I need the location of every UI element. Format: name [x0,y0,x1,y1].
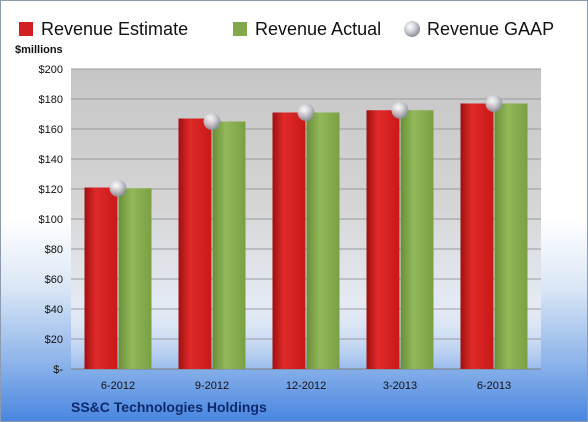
legend-marker-gaap-icon [404,21,420,37]
bar-revenue-actual [494,103,528,369]
marker-revenue-gaap [297,104,315,121]
y-tick-label: $200 [39,64,63,76]
bar-revenue-actual [400,110,434,369]
legend-item-3: Revenue GAAP [404,19,554,39]
x-tick-label: 3-2013 [383,380,417,392]
legend-label-1: Revenue Estimate [41,19,188,39]
bar-revenue-estimate [178,118,212,369]
y-axis-unit: $millions [15,44,63,56]
marker-revenue-gaap [109,179,127,197]
y-tick-label: $20 [45,334,63,346]
y-tick-label: $100 [39,214,63,226]
legend-label-3: Revenue GAAP [427,19,554,39]
company-name: SS&C Technologies Holdings [71,399,267,415]
y-tick-label: $160 [39,124,63,136]
bar-revenue-estimate [272,112,306,369]
bar-revenue-estimate [460,103,494,369]
y-tick-label: $40 [45,304,63,316]
legend-item-1: Revenue Estimate [19,19,188,39]
legend-label-2: Revenue Actual [255,19,381,39]
marker-revenue-gaap [485,95,503,112]
x-tick-label: 12-2012 [286,380,326,392]
legend-swatch-2 [233,22,247,36]
y-tick-label: $80 [45,244,63,256]
y-tick-label: $- [53,364,63,376]
marker-revenue-gaap [203,113,221,130]
y-tick-label: $180 [39,94,63,106]
bar-revenue-estimate [366,110,400,369]
marker-revenue-gaap [391,101,409,119]
x-tick-label: 9-2012 [195,380,229,392]
y-tick-label: $140 [39,154,63,166]
legend-item-2: Revenue Actual [233,19,381,39]
bar-revenue-estimate [84,187,118,369]
bar-revenue-actual [118,188,152,369]
x-tick-label: 6-2013 [477,380,511,392]
y-tick-label: $60 [45,274,63,286]
legend-swatch-1 [19,22,33,36]
bar-revenue-actual [306,112,340,369]
bar-revenue-actual [212,121,246,369]
y-tick-label: $120 [39,184,63,196]
x-tick-label: 6-2012 [101,380,135,392]
